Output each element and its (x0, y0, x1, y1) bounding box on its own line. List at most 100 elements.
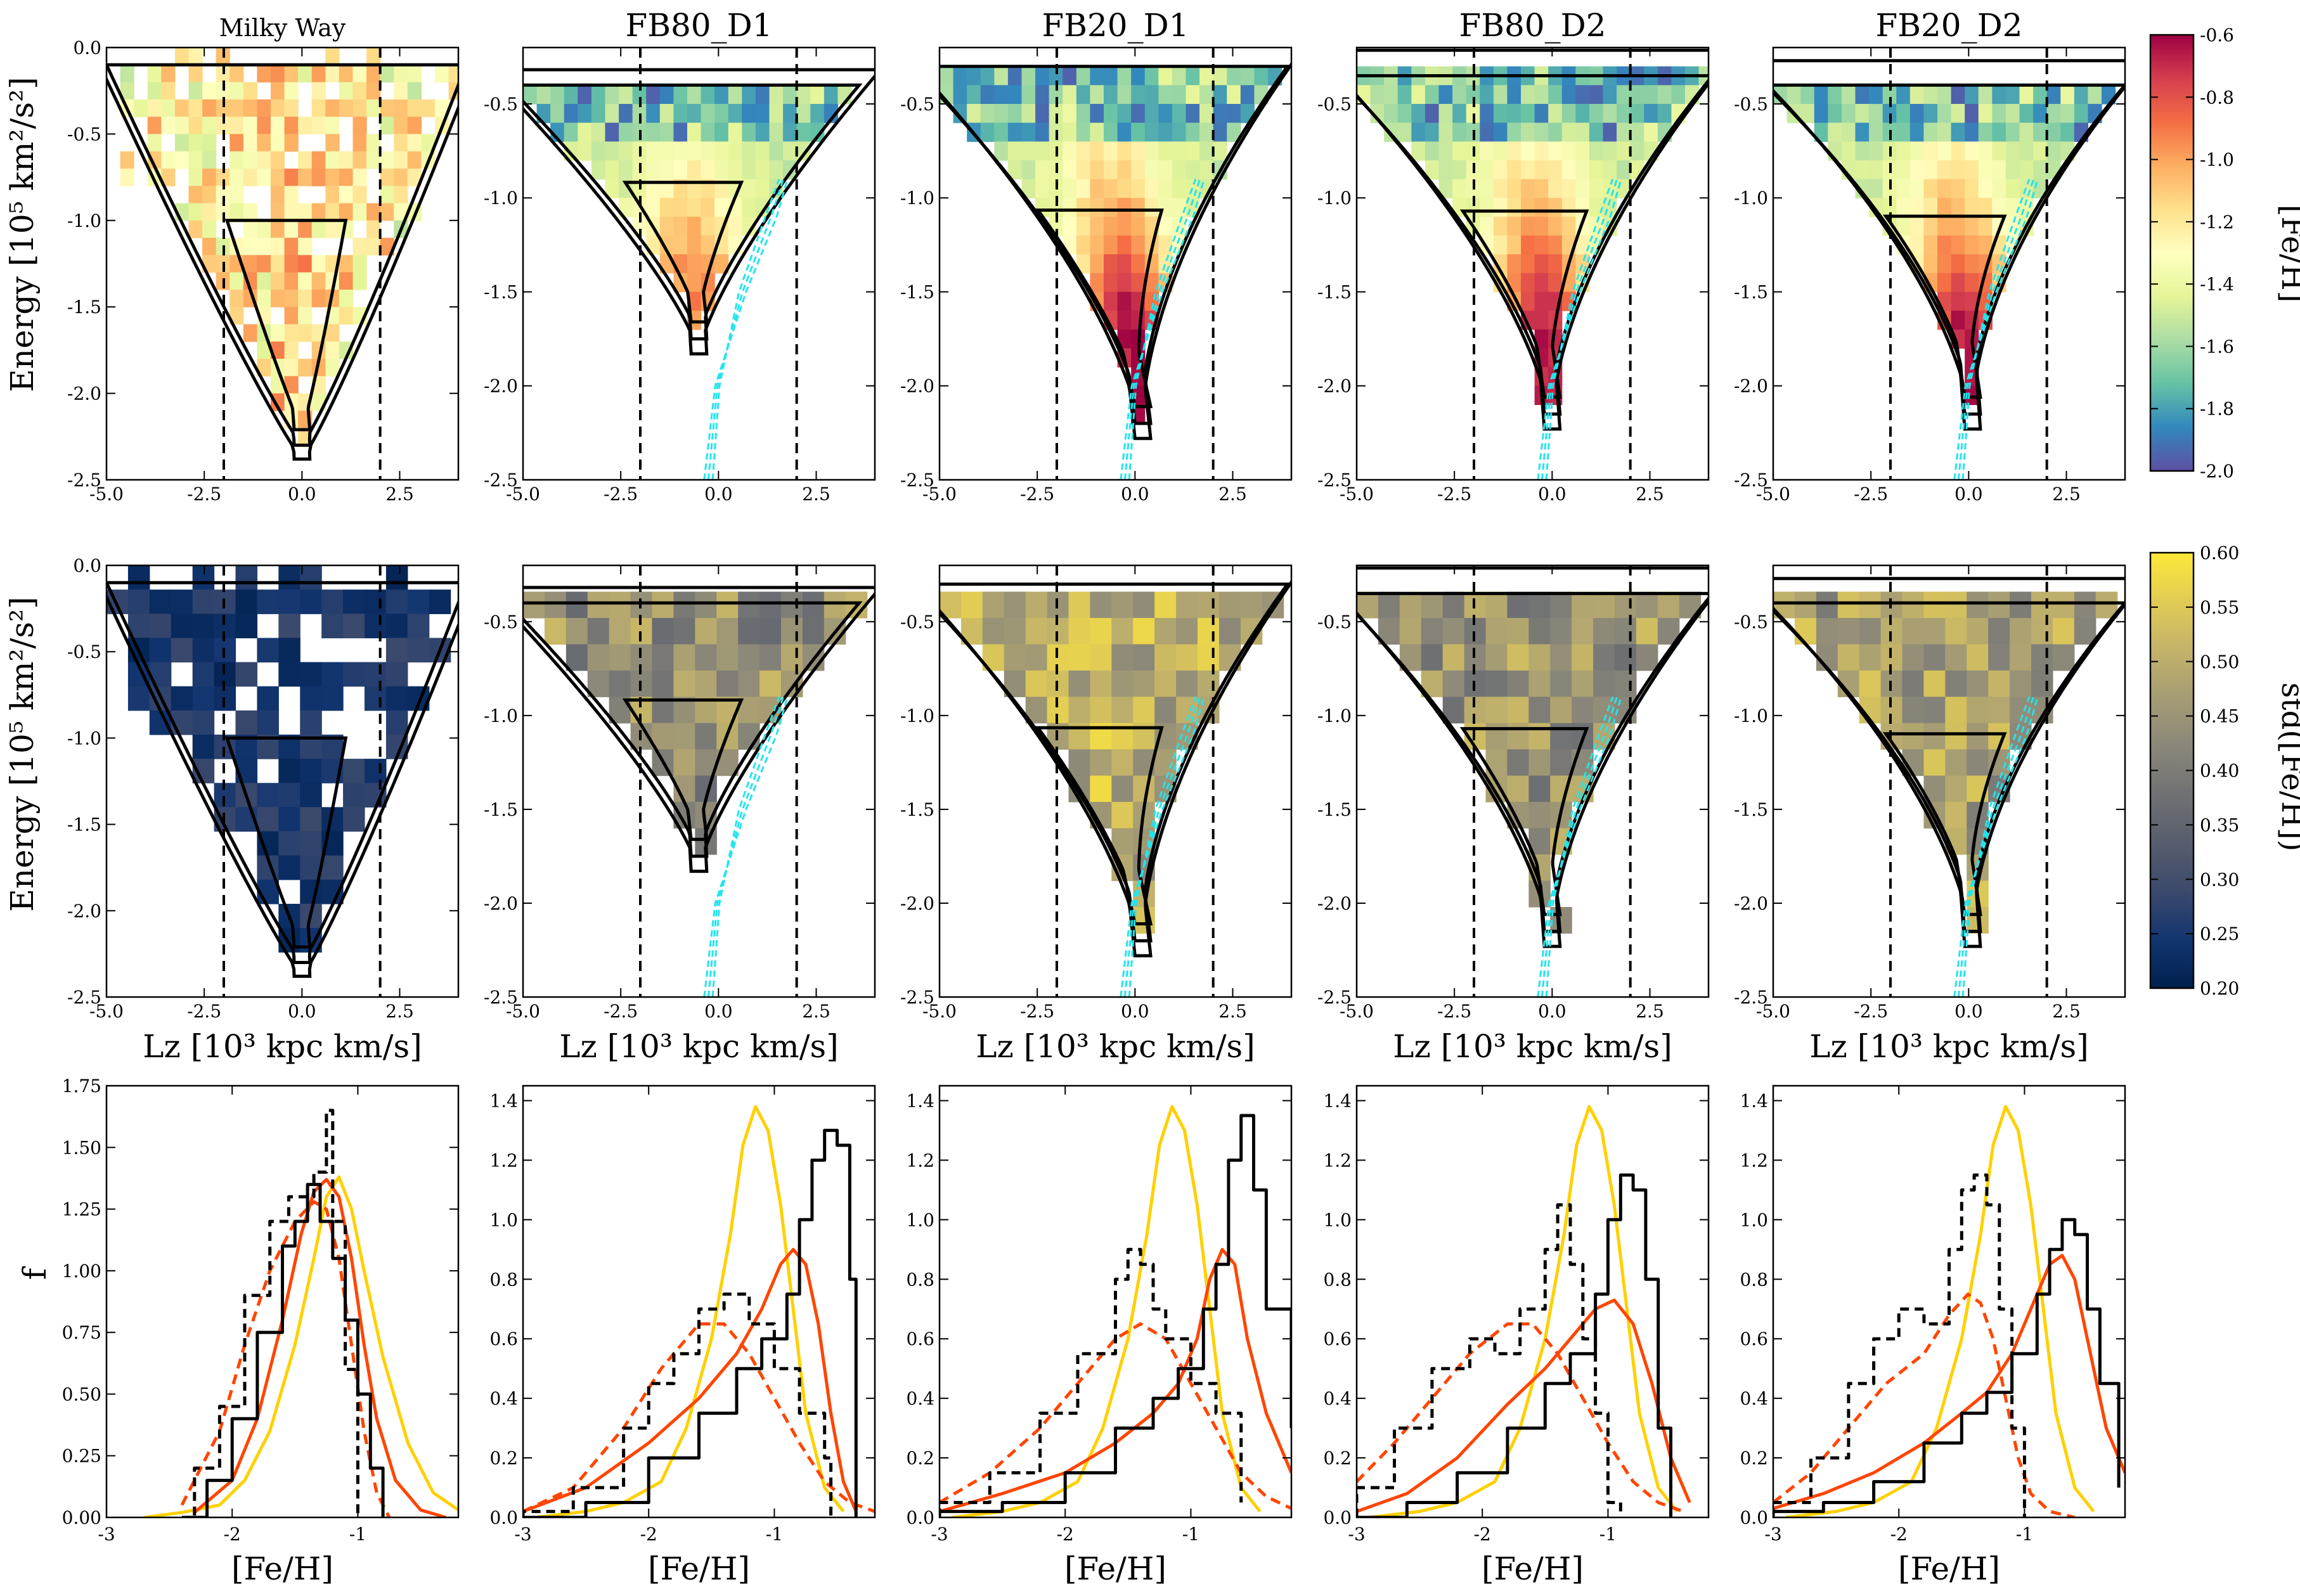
heatmap-cell (1172, 141, 1187, 161)
heatmap-cell (1090, 235, 1104, 255)
heatmap-cell (673, 749, 695, 776)
cyan-contour-line (1120, 179, 1205, 480)
ytick-label: 0.0 (489, 1507, 518, 1528)
heatmap-cell (257, 151, 271, 169)
heatmap-cell (407, 638, 430, 663)
heatmap-cell (755, 160, 770, 180)
heatmap-cell (1063, 66, 1077, 86)
heatmap-cell (243, 117, 258, 135)
heatmap-cell (1158, 122, 1173, 142)
heatmap-cell (1923, 723, 1946, 750)
heatmap-cell (161, 82, 176, 100)
heatmap-cell (1213, 141, 1227, 161)
heatmap-cell (1937, 103, 1952, 124)
ticks: -0.5-1.0-1.5-2.0-2.5-5.0 -2.5 0.0 2.5 (900, 48, 1291, 505)
feh-map-2: -0.5-1.0-1.5-2.0-2.5-5.0 -2.5 0.0 2.5FB80_D… (484, 7, 876, 505)
heatmap-cell (1967, 644, 1989, 671)
ytick-label: -1.5 (900, 281, 934, 302)
heatmap-cell (284, 186, 299, 204)
xtick-label: 0.0 (1954, 1001, 1983, 1022)
heatmap-cell (1452, 179, 1467, 198)
heatmap-cell (728, 103, 742, 124)
heatmap-cell (587, 644, 610, 671)
heatmap-cell (1090, 617, 1112, 645)
heatmap-cell (149, 589, 172, 614)
xtick-label: -5.0 (922, 1001, 957, 1022)
ytick-label: 1.0 (489, 1209, 518, 1230)
heatmap-cell (216, 203, 230, 221)
heatmap-cell (1988, 591, 2010, 619)
heatmap-cell (2005, 103, 2020, 124)
heatmap-cell (646, 160, 661, 180)
heatmap-cell (1528, 723, 1551, 750)
contour-line (523, 68, 875, 356)
heatmap-cell (127, 589, 150, 614)
heatmap-cell (311, 82, 326, 100)
heatmap-cell (1158, 179, 1173, 198)
xtick-label: -2 (1474, 1524, 1491, 1545)
heatmap-cell (1937, 273, 1952, 293)
heatmap-cell (202, 238, 217, 255)
xtick-label: 2.5 (802, 1001, 830, 1022)
heatmap-cell (1035, 160, 1050, 180)
heatmap-cell (1923, 670, 1946, 697)
heatmap-cell (673, 141, 688, 161)
heatmap-cell (311, 289, 326, 307)
energy-label-top: Energy [10⁵ km²/s²] (4, 77, 41, 392)
heatmap-cell (1937, 254, 1952, 274)
heatmap-cell (321, 614, 344, 639)
heatmap-cell (646, 103, 661, 124)
heatmap-cell (1004, 617, 1026, 645)
heatmap-cell (1025, 617, 1048, 645)
heatmap-cell (257, 589, 279, 614)
heatmap-cell (284, 134, 299, 152)
heatmap-cell (325, 134, 340, 152)
heatmap-cell (1213, 103, 1227, 124)
heatmap-cell (1480, 160, 1494, 180)
xtick-label: -2.5 (1437, 1001, 1471, 1022)
heatmap-cell (783, 141, 798, 161)
ytick-label: -2.0 (1734, 376, 1768, 397)
heatmap-cell (1104, 292, 1118, 311)
heatmap-cell (174, 117, 190, 135)
ticks: 0.00 0.25 0.50 0.75 1.00 1.25 1.50 1.75 -3 -2 -1 (62, 1076, 458, 1545)
cbar-tick-label: 0.20 (2200, 978, 2239, 999)
heatmap-cell (1104, 85, 1118, 105)
heatmap-cell (1007, 103, 1023, 124)
heatmap-cell (1480, 85, 1494, 105)
heatmap-cell (1550, 644, 1572, 671)
heatmap-cell (1965, 160, 1979, 180)
heatmap-cell (1978, 85, 1993, 105)
xtick-label: -2.5 (1020, 1001, 1054, 1022)
heatmap-cell (202, 82, 217, 100)
heatmap-cell (673, 235, 688, 255)
heatmap-cell (2046, 122, 2061, 142)
heatmap-cell (2005, 216, 2020, 236)
heatmap-cell (1561, 85, 1576, 105)
heatmap-cell (1575, 141, 1590, 161)
heatmap-cell (1117, 273, 1132, 293)
heatmap-cell (407, 117, 422, 135)
ytick-label: -2.5 (1734, 987, 1768, 1008)
heatmap-cell (755, 179, 770, 198)
heatmap-cell (1493, 198, 1508, 217)
xtick-label: 2.5 (385, 1001, 414, 1022)
xtick-label: 0.0 (1121, 484, 1149, 505)
heatmap-cell (1786, 85, 1801, 105)
ytick-label: 0.2 (906, 1448, 934, 1469)
heatmap-cell (1104, 141, 1118, 161)
axes-frame (522, 564, 876, 998)
heatmap-cell (127, 565, 150, 590)
heatmap-cell (755, 103, 770, 124)
heatmap-cell (1172, 160, 1187, 180)
ytick-label: -0.5 (1734, 612, 1768, 633)
heatmap-cell (1909, 216, 1925, 236)
ytick-label: 0.2 (489, 1448, 518, 1469)
heatmap-cell (716, 670, 739, 697)
heatmap-cell (235, 589, 258, 614)
heatmap-cell (1603, 160, 1617, 180)
heatmap-cell (120, 82, 134, 100)
heatmap-cell (1240, 66, 1255, 86)
heatmap-cell (1965, 141, 1979, 161)
heatmap-cell (755, 122, 770, 142)
